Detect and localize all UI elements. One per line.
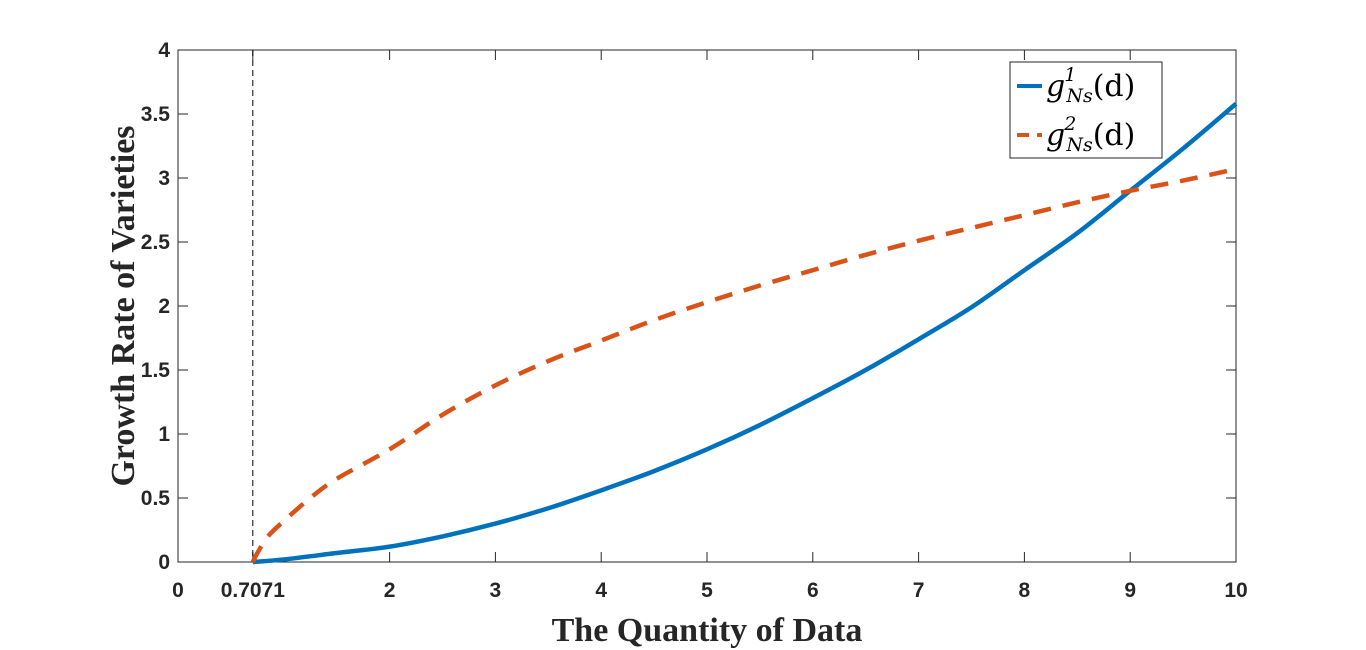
y-axis-title: Growth Rate of Varieties bbox=[105, 125, 142, 486]
x-tick-label: 7 bbox=[913, 579, 925, 602]
x-tick-label: 8 bbox=[1019, 579, 1031, 602]
x-tick-label: 0 bbox=[172, 579, 184, 602]
y-tick-label: 2 bbox=[158, 295, 170, 318]
y-tick-label: 3.5 bbox=[141, 103, 171, 126]
series-line-1 bbox=[252, 102, 1238, 565]
legend-label-1: g1 Ns(d) bbox=[1046, 64, 1135, 107]
x-tick-label: 6 bbox=[807, 579, 819, 602]
y-tick-label: 4 bbox=[158, 39, 170, 62]
y-tick-label: 0.5 bbox=[141, 487, 171, 510]
x-tick-label: 9 bbox=[1124, 579, 1136, 602]
x-tick-label: 0.7071 bbox=[221, 579, 286, 602]
legend: g1 Ns(d) g2 Ns(d) bbox=[1009, 61, 1163, 159]
x-tick-label: 10 bbox=[1224, 579, 1247, 602]
x-tick-label: 2 bbox=[384, 579, 396, 602]
x-axis-title: The Quantity of Data bbox=[552, 612, 863, 649]
y-tick-label: 0 bbox=[158, 551, 170, 574]
y-tick-label: 2.5 bbox=[141, 231, 171, 254]
x-tick-label: 3 bbox=[490, 579, 502, 602]
y-tick-label: 3 bbox=[158, 167, 170, 190]
x-tick-label: 4 bbox=[595, 579, 607, 602]
series-line-2 bbox=[250, 166, 1237, 564]
legend-label-2: g2 Ns(d) bbox=[1046, 113, 1135, 156]
y-tick-label: 1 bbox=[158, 423, 170, 446]
legend-box bbox=[1009, 61, 1163, 159]
x-tick-label: 5 bbox=[701, 579, 713, 602]
y-tick-label: 1.5 bbox=[141, 359, 171, 382]
